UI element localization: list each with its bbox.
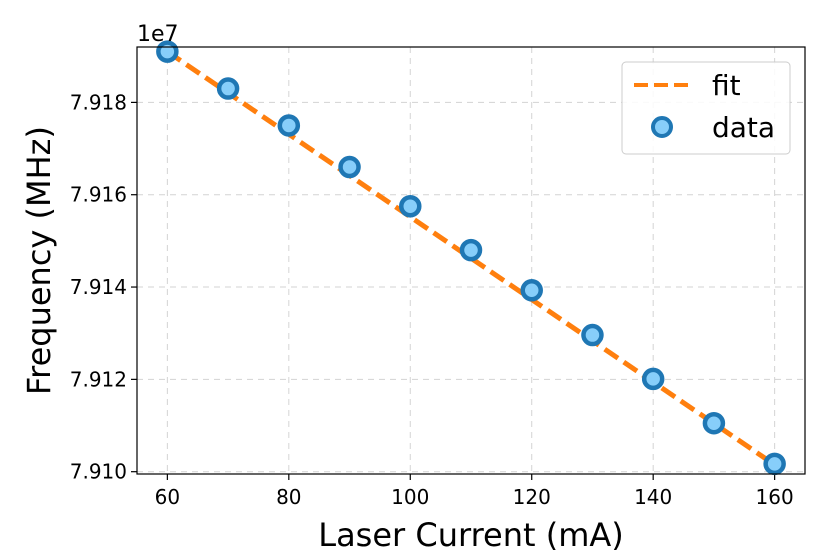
x-tick-label: 80	[276, 485, 301, 509]
data-point	[216, 77, 240, 100]
x-tick-label: 160	[756, 485, 794, 509]
data-point	[277, 114, 301, 137]
y-tick-label: 7.916	[70, 183, 127, 207]
x-tick-label: 100	[391, 485, 429, 509]
data-point	[459, 238, 483, 262]
data-point	[581, 323, 604, 347]
axis-ticks: 60 80 100 120 140 160 7.910 7.912 7.914 7.916 7.91…	[70, 90, 794, 509]
x-tick-label: 60	[155, 485, 180, 509]
y-tick-label: 7.912	[70, 367, 127, 391]
legend-fit-label: fit	[712, 69, 741, 102]
data-point	[702, 411, 726, 435]
legend-data-label: data	[712, 111, 775, 144]
y-offset-label: 1e7	[137, 22, 179, 47]
plot-frame	[136, 46, 806, 475]
y-tick-label: 7.918	[70, 90, 127, 114]
y-tick-label: 7.910	[70, 460, 127, 484]
data-point	[338, 155, 361, 179]
data-series	[156, 40, 786, 476]
x-axis-label: Laser Current (mA)	[318, 516, 624, 554]
fit-line	[165, 49, 777, 467]
data-point	[763, 452, 786, 476]
data-point	[520, 279, 543, 302]
legend-data-swatch	[651, 116, 673, 138]
y-tick-label: 7.914	[70, 275, 127, 299]
fit-series	[165, 49, 777, 467]
x-tick-label: 120	[513, 485, 551, 509]
data-point	[399, 195, 422, 218]
x-tick-label: 140	[634, 485, 672, 509]
y-axis-label: Frequency (MHz)	[20, 126, 58, 395]
legend: fit data	[621, 61, 791, 155]
data-point	[641, 367, 665, 391]
